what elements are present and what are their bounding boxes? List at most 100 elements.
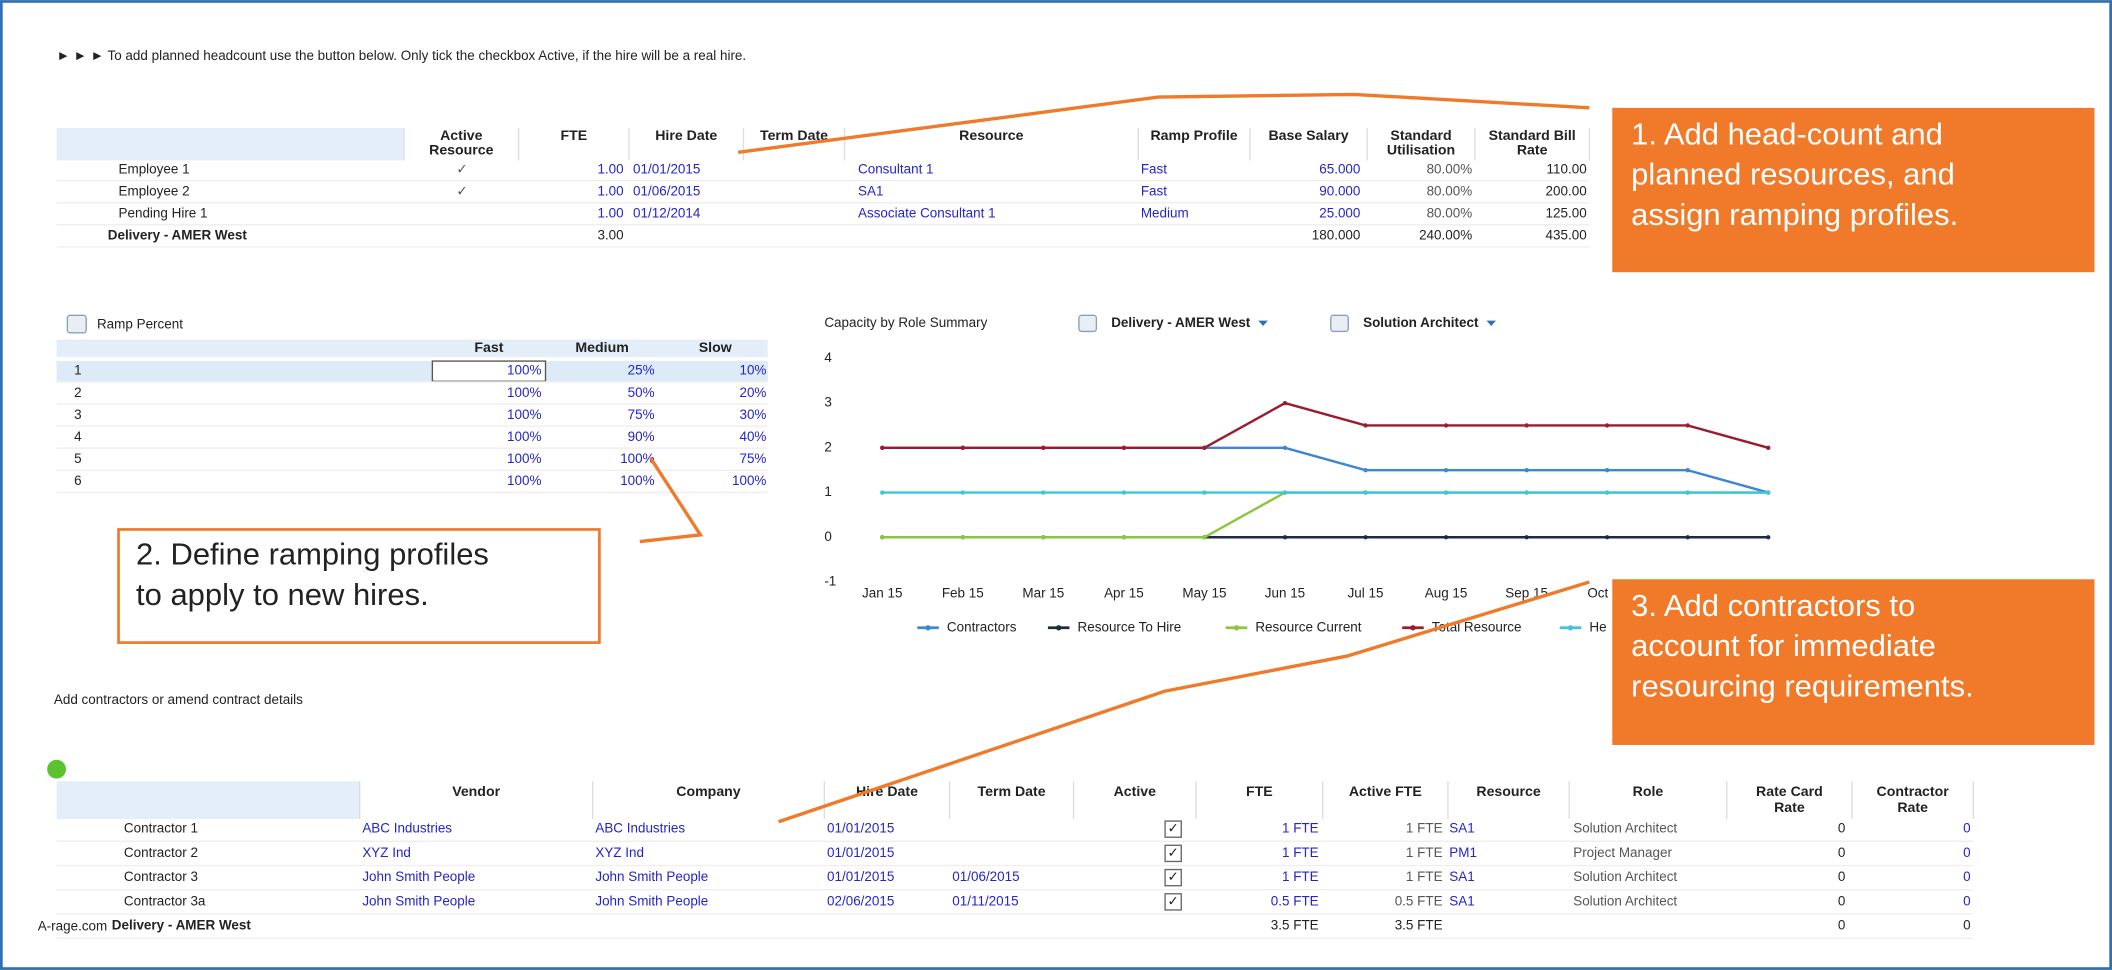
cell: ABC Industries — [362, 821, 452, 836]
point — [1685, 423, 1690, 428]
cell: 0 — [1963, 845, 1970, 860]
legend-dot — [1233, 625, 1240, 631]
cell: ✓ — [456, 183, 467, 198]
active-checkbox[interactable] — [1164, 893, 1182, 911]
y-tick-label: 1 — [824, 484, 831, 499]
cell: 0 — [1838, 821, 1845, 836]
filter-icon — [1330, 314, 1349, 333]
callout-text: to apply to new hires. — [136, 577, 429, 612]
point — [1443, 468, 1449, 473]
cell: 0 — [1838, 845, 1845, 860]
legend-dot — [1410, 625, 1416, 631]
point — [1443, 423, 1449, 428]
column-header: Resource — [429, 142, 494, 158]
active-checkbox[interactable] — [1164, 820, 1182, 838]
x-tick-label: Feb 15 — [942, 586, 984, 601]
column-header: Vendor — [452, 783, 500, 799]
cell: 80.00% — [1427, 206, 1473, 221]
cell: SA1 — [1449, 869, 1474, 884]
ramp-header: Medium — [575, 339, 628, 355]
ramp-cell: 100% — [507, 473, 541, 488]
column-header: Hire Date — [856, 783, 918, 799]
callout-text: account for immediate — [1631, 628, 1936, 663]
y-tick-label: -1 — [824, 574, 836, 589]
callout-text: assign ramping profiles. — [1631, 197, 1958, 232]
column-header: Rate — [1897, 799, 1928, 815]
ramp-header-band — [56, 339, 768, 358]
dropdown-caret — [1486, 320, 1496, 327]
cell: 0 — [1838, 869, 1845, 884]
ramp-cell: 100% — [620, 451, 654, 466]
row-label: Employee 1 — [119, 161, 190, 176]
ramp-cell: 75% — [628, 407, 655, 422]
ramp-row-label: 2 — [74, 385, 81, 400]
ramp-cell: 90% — [628, 429, 655, 444]
cell: 0.5 FTE — [1271, 893, 1319, 908]
header-label-cell — [56, 128, 405, 161]
cell: Medium — [1141, 206, 1189, 221]
cell: 1 FTE — [1282, 845, 1319, 860]
x-tick-label: May 15 — [1182, 586, 1226, 601]
point — [1363, 423, 1368, 428]
ramp-cell: 100% — [507, 451, 541, 466]
point — [1685, 490, 1690, 495]
x-tick-label: Aug 15 — [1425, 586, 1468, 601]
ramp-cell: 40% — [739, 429, 766, 444]
point — [1363, 468, 1368, 473]
point — [1282, 535, 1288, 540]
ramp-header: Slow — [699, 339, 733, 355]
cell: 0 — [1963, 893, 1970, 908]
cell: ✓ — [1168, 893, 1179, 908]
ramp-cell: 20% — [739, 385, 766, 400]
y-tick-label: 0 — [824, 529, 831, 544]
cell: SA1 — [1449, 821, 1474, 836]
filter-icon — [1078, 314, 1098, 333]
filter-dropdown[interactable]: Delivery - AMER West — [1111, 315, 1251, 330]
column-header: Base Salary — [1268, 127, 1348, 143]
callout-text: 2. Define ramping profiles — [136, 537, 489, 572]
column-header: Term Date — [978, 783, 1046, 799]
ramp-row-label: 1 — [74, 363, 81, 378]
cell: 01/12/2014 — [633, 206, 701, 221]
dropdown-caret — [1258, 320, 1268, 327]
cell: 01/01/2015 — [827, 869, 894, 884]
point — [880, 490, 885, 495]
cell: 0 — [1838, 918, 1845, 933]
cell: 1 FTE — [1406, 869, 1443, 884]
cell: 180.000 — [1312, 228, 1361, 243]
chart-title: Capacity by Role Summary — [824, 315, 987, 330]
cell: 01/06/2015 — [952, 869, 1019, 884]
column-header: Contractor — [1877, 783, 1950, 799]
cell: 125.00 — [1546, 206, 1587, 221]
ramp-row-label: 6 — [74, 473, 81, 488]
callout-box — [1612, 107, 2095, 273]
column-header: Standard — [1390, 127, 1451, 143]
point — [1443, 490, 1449, 495]
active-checkbox[interactable] — [1164, 844, 1182, 863]
callout-box — [1612, 579, 2095, 745]
cell: 80.00% — [1427, 183, 1473, 198]
legend-dot — [1567, 625, 1574, 631]
point — [960, 535, 965, 540]
cell: Associate Consultant 1 — [858, 206, 996, 221]
cell: 1.00 — [597, 206, 623, 221]
point — [1202, 535, 1207, 540]
point — [1524, 535, 1529, 540]
active-checkbox[interactable] — [1164, 868, 1182, 887]
cell: Solution Architect — [1573, 893, 1677, 908]
point — [1766, 445, 1771, 450]
cell: 3.5 FTE — [1271, 918, 1319, 933]
add-button[interactable] — [47, 759, 66, 779]
callout-text: resourcing requirements. — [1631, 669, 1974, 704]
filter-dropdown[interactable]: Solution Architect — [1363, 315, 1479, 330]
ramp-title: Ramp Percent — [97, 316, 183, 331]
point — [1041, 490, 1046, 495]
point — [1363, 535, 1368, 540]
column-header: Role — [1633, 783, 1664, 799]
ramp-row-label: 5 — [74, 451, 81, 466]
cell: Fast — [1141, 161, 1167, 176]
legend-label: Resource Current — [1255, 619, 1361, 634]
row-label: Contractor 3a — [124, 893, 206, 908]
ramp-cell: 100% — [507, 429, 541, 444]
cell: Consultant 1 — [858, 161, 934, 176]
